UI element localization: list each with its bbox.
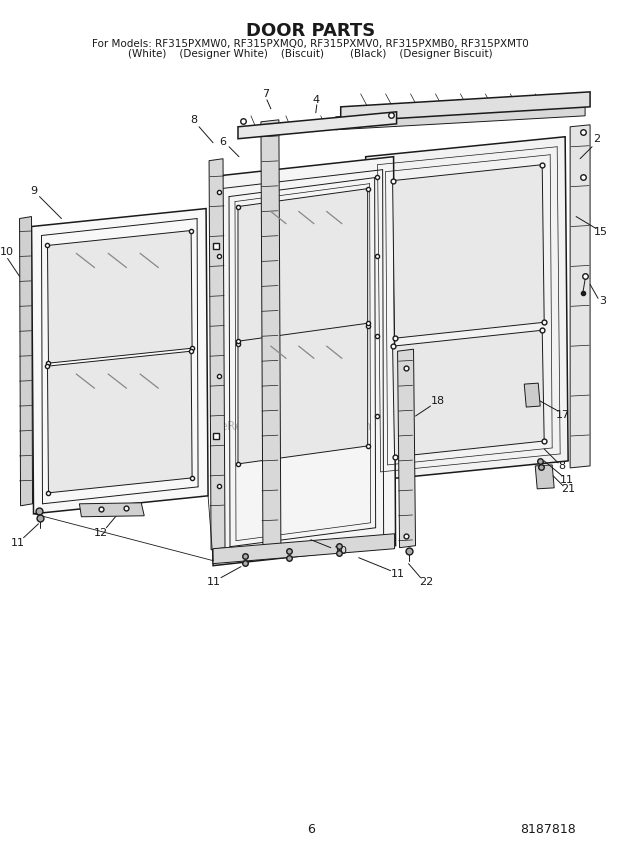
Text: 11: 11 xyxy=(11,538,25,548)
Text: 11: 11 xyxy=(207,577,221,586)
Text: For Models: RF315PXMW0, RF315PXMQ0, RF315PXMV0, RF315PXMB0, RF315PXMT0: For Models: RF315PXMW0, RF315PXMQ0, RF31… xyxy=(92,39,529,49)
Polygon shape xyxy=(525,383,540,407)
Text: 9: 9 xyxy=(30,186,37,196)
Text: (White)    (Designer White)    (Biscuit)        (Black)    (Designer Biscuit): (White) (Designer White) (Biscuit) (Blac… xyxy=(128,49,493,59)
Text: 8: 8 xyxy=(190,115,198,125)
Text: 11: 11 xyxy=(560,475,574,484)
Polygon shape xyxy=(570,125,590,468)
Text: 15: 15 xyxy=(594,227,608,236)
Text: 2: 2 xyxy=(593,134,601,144)
Polygon shape xyxy=(211,157,396,566)
Polygon shape xyxy=(209,158,225,550)
Text: 22: 22 xyxy=(419,577,433,586)
Polygon shape xyxy=(341,92,590,122)
Text: 1: 1 xyxy=(542,95,549,104)
Text: 10: 10 xyxy=(0,247,14,258)
Polygon shape xyxy=(32,209,208,514)
Polygon shape xyxy=(397,349,415,548)
Text: 21: 21 xyxy=(561,484,575,494)
Text: 3: 3 xyxy=(600,296,606,306)
Polygon shape xyxy=(392,330,544,457)
Polygon shape xyxy=(79,502,144,517)
Polygon shape xyxy=(48,230,192,363)
Text: 12: 12 xyxy=(94,528,108,538)
Text: 7: 7 xyxy=(262,89,270,98)
Polygon shape xyxy=(366,137,568,481)
Text: 8: 8 xyxy=(559,461,565,471)
Text: 11: 11 xyxy=(391,568,405,579)
Polygon shape xyxy=(238,188,368,344)
Polygon shape xyxy=(20,217,32,506)
Text: 10: 10 xyxy=(334,545,348,556)
Polygon shape xyxy=(392,164,544,338)
Text: 8187818: 8187818 xyxy=(520,823,576,836)
Polygon shape xyxy=(336,103,585,130)
Text: 6: 6 xyxy=(307,823,315,836)
Polygon shape xyxy=(535,465,554,489)
Text: DOOR PARTS: DOOR PARTS xyxy=(246,22,376,40)
Text: 17: 17 xyxy=(556,410,570,420)
Polygon shape xyxy=(238,324,368,464)
Text: eReplacementParts.com: eReplacementParts.com xyxy=(219,419,372,432)
Text: 4: 4 xyxy=(312,95,319,104)
Text: 6: 6 xyxy=(219,137,226,146)
Polygon shape xyxy=(213,534,394,563)
Polygon shape xyxy=(261,120,281,548)
Polygon shape xyxy=(238,112,397,139)
Text: 18: 18 xyxy=(430,396,445,406)
Polygon shape xyxy=(48,351,192,493)
